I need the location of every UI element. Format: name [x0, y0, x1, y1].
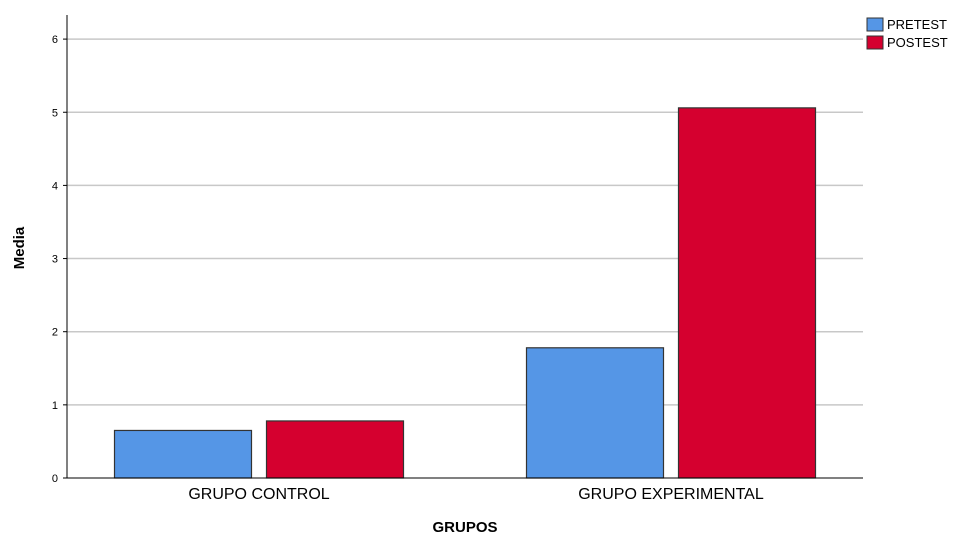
y-axis-ticks: 0 1 2 3 4 5 6	[52, 34, 67, 485]
legend-label-pretest: PRETEST	[887, 17, 947, 32]
y-tick-label: 3	[52, 254, 58, 266]
legend: PRETEST POSTEST	[866, 17, 948, 50]
x-axis-title: GRUPOS	[432, 519, 497, 535]
bars	[113, 107, 817, 479]
x-category-label: GRUPO EXPERIMENTAL	[578, 486, 764, 503]
y-tick-label: 1	[52, 400, 58, 412]
y-tick-label: 5	[52, 107, 58, 119]
y-tick-label: 4	[52, 180, 58, 192]
legend-swatch-pretest	[866, 17, 884, 32]
axes	[66, 15, 863, 479]
y-axis-title: Media	[11, 226, 28, 269]
bar-pretest-2	[525, 347, 665, 479]
y-tick-label: 6	[52, 34, 58, 46]
bar-postest-2	[677, 107, 817, 479]
y-tick-label: 0	[52, 473, 58, 485]
bar-pretest-1	[113, 429, 253, 479]
legend-swatch-postest	[866, 35, 884, 50]
x-axis-category-labels: GRUPO CONTROL GRUPO EXPERIMENTAL	[188, 486, 764, 503]
x-category-label: GRUPO CONTROL	[188, 486, 329, 503]
legend-label-postest: POSTEST	[887, 35, 948, 50]
bar-postest-1	[265, 420, 405, 479]
y-tick-label: 2	[52, 327, 58, 339]
